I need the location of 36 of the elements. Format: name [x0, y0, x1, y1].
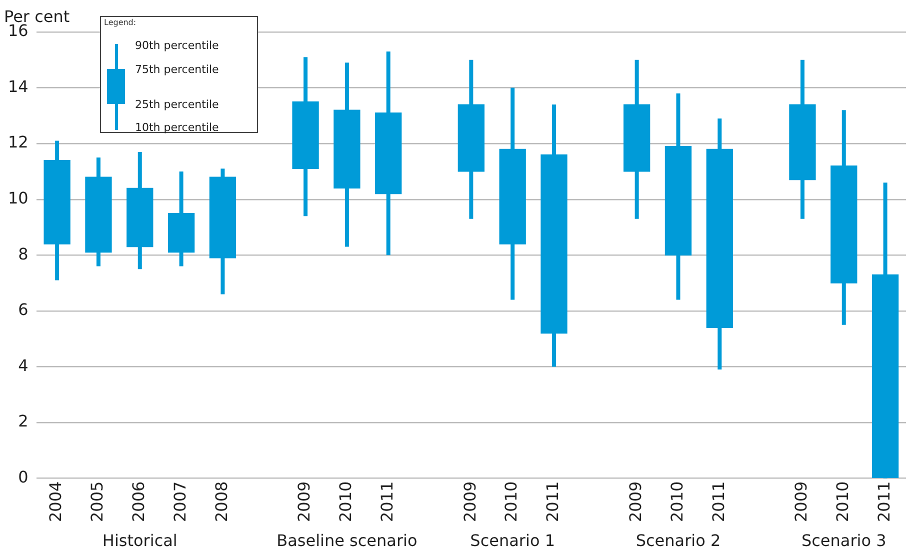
x-tick-label: 2011: [708, 481, 728, 522]
y-tick-label: 6: [18, 300, 28, 320]
y-tick-label: 14: [8, 76, 28, 96]
x-tick-label: 2011: [874, 481, 894, 522]
x-tick-label: 2008: [212, 481, 231, 522]
x-tick-label: 2006: [129, 481, 148, 522]
legend-title: Legend:: [104, 18, 136, 27]
x-tick-label: 2011: [378, 481, 397, 522]
x-tick-label: 2009: [294, 481, 314, 522]
x-tick-label: 2009: [792, 481, 811, 522]
y-tick-label: 12: [8, 132, 28, 152]
y-tick-label: 2: [18, 412, 28, 431]
annotation: 90th percentile: [135, 39, 219, 52]
y-tick-label: 0: [18, 467, 28, 486]
text: Scenario 2: [636, 531, 721, 550]
text: Scenario 3: [801, 531, 886, 550]
text: Historical: [102, 531, 178, 550]
annotation: 75th percentile: [135, 63, 219, 76]
text: Baseline scenario: [276, 531, 418, 550]
x-tick-label: 2009: [460, 481, 480, 522]
y-tick-label: 8: [18, 244, 28, 264]
annotation: 10th percentile: [135, 121, 219, 134]
x-tick-label: 2010: [833, 481, 852, 522]
y-tick-label: 4: [18, 356, 28, 375]
text: Scenario 1: [470, 531, 556, 550]
x-tick-label: 2007: [170, 481, 190, 522]
y-tick-label: 16: [8, 21, 28, 40]
x-tick-label: 2010: [502, 481, 521, 522]
x-tick-label: 2005: [88, 481, 107, 522]
x-tick-label: 2010: [336, 481, 356, 522]
y-tick-label: 10: [8, 188, 28, 208]
x-tick-label: 2009: [626, 481, 645, 522]
annotation: 25th percentile: [135, 98, 219, 111]
x-tick-label: 2004: [46, 481, 66, 522]
x-tick-label: 2010: [667, 481, 686, 522]
x-tick-label: 2011: [543, 481, 562, 522]
